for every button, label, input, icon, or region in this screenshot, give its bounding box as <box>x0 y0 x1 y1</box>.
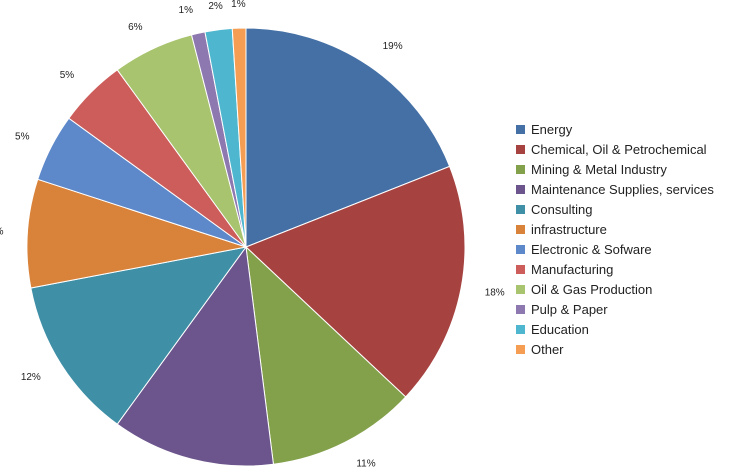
pie-slice <box>26 178 247 289</box>
slice-value-label: 2% <box>208 1 223 12</box>
legend-label: infrastructure <box>531 222 607 237</box>
pie-slice <box>245 245 407 465</box>
slice-value-label: 1% <box>231 0 246 10</box>
slice-value-label: 5% <box>60 70 75 81</box>
legend-label: Oil & Gas Production <box>531 282 652 297</box>
legend-swatch <box>516 245 525 254</box>
slice-value-label: 19% <box>383 41 403 52</box>
legend-swatch <box>516 325 525 334</box>
legend-label: Energy <box>531 122 573 137</box>
legend-item: Pulp & Paper <box>516 302 608 317</box>
legend-label: Electronic & Sofware <box>531 242 652 257</box>
legend-label: Pulp & Paper <box>531 302 608 317</box>
pie-value-labels: 19%18%11%12%12%8%5%5%6%1%2%1% <box>0 0 505 470</box>
legend-swatch <box>516 165 525 174</box>
pie-slices <box>26 27 466 467</box>
slice-value-label: 18% <box>485 288 505 299</box>
pie-slice <box>116 245 275 467</box>
legend-item: Manufacturing <box>516 262 613 277</box>
legend-item: Other <box>516 342 564 357</box>
slice-value-label: 11% <box>356 459 375 470</box>
legend-item: Consulting <box>516 202 592 217</box>
legend-swatch <box>516 185 525 194</box>
slice-value-label: 6% <box>128 22 143 33</box>
legend-swatch <box>516 305 525 314</box>
legend-label: Manufacturing <box>531 262 613 277</box>
legend-swatch <box>516 265 525 274</box>
legend-swatch <box>516 205 525 214</box>
pie-slice <box>30 246 248 425</box>
legend-label: Education <box>531 322 589 337</box>
legend-label: Other <box>531 342 564 357</box>
legend-label: Mining & Metal Industry <box>531 162 667 177</box>
pie-slice <box>245 27 451 248</box>
legend-label: Consulting <box>531 202 592 217</box>
legend-item: Oil & Gas Production <box>516 282 652 297</box>
legend-item: Electronic & Sofware <box>516 242 652 257</box>
legend-item: Education <box>516 322 589 337</box>
legend-swatch <box>516 345 525 354</box>
legend-item: infrastructure <box>516 222 607 237</box>
legend-item: Energy <box>516 122 573 137</box>
legend-swatch <box>516 225 525 234</box>
slice-value-label: 12% <box>21 372 41 383</box>
slice-value-label: 5% <box>15 132 30 143</box>
legend-item: Maintenance Supplies, services <box>516 182 714 197</box>
legend-swatch <box>516 285 525 294</box>
legend-label: Chemical, Oil & Petrochemical <box>531 142 707 157</box>
slice-value-label: 1% <box>179 5 194 16</box>
legend-label: Maintenance Supplies, services <box>531 182 714 197</box>
legend-item: Chemical, Oil & Petrochemical <box>516 142 707 157</box>
pie-slice <box>245 165 466 398</box>
legend-swatch <box>516 145 525 154</box>
legend-item: Mining & Metal Industry <box>516 162 667 177</box>
pie-slice <box>231 27 247 248</box>
slice-value-label: 8% <box>0 227 4 238</box>
legend-swatch <box>516 125 525 134</box>
legend: Energy Chemical, Oil & Petrochemical Minin… <box>516 122 714 357</box>
